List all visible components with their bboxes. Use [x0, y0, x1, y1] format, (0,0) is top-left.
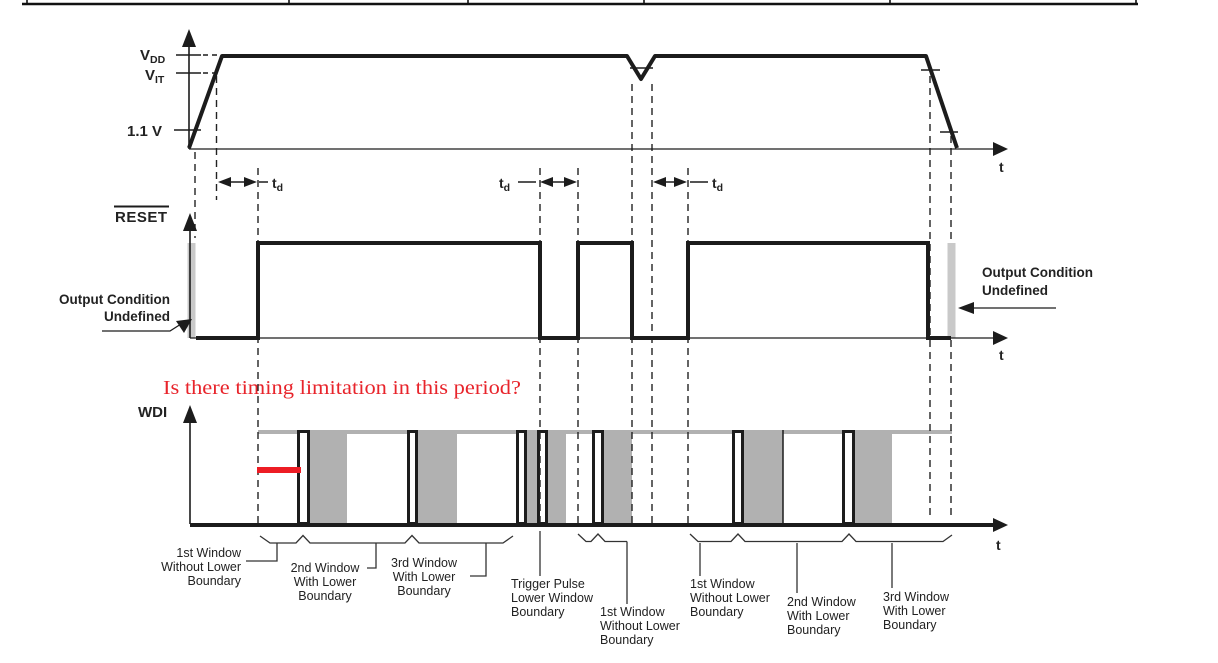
- td-label-3: td: [712, 175, 723, 194]
- reset-t-label: t: [999, 347, 1004, 363]
- undefined-leader-left: [102, 323, 182, 332]
- svg-text:1st Window: 1st Window: [690, 577, 756, 591]
- bracket-group-2: [577, 533, 627, 543]
- svg-text:With Lower: With Lower: [787, 609, 850, 623]
- svg-text:3rd Window: 3rd Window: [883, 590, 950, 604]
- vdd-plot: VDD VIT 1.1 V t: [127, 29, 1008, 175]
- reset-plot: RESET t Output Condition Undefined Outpu…: [59, 205, 1093, 363]
- bracket-group-1: [259, 534, 514, 544]
- svg-text:Boundary: Boundary: [787, 623, 841, 637]
- wdi-window-shading: [310, 430, 892, 523]
- window-label-5: 1st Window Without Lower Boundary: [600, 605, 680, 647]
- reset-axis-arrow-icon: [183, 213, 197, 231]
- svg-text:Boundary: Boundary: [187, 574, 241, 588]
- undefined-bar-left: [187, 243, 196, 338]
- bracket-connectors: [246, 531, 893, 604]
- output-undefined-left-line1: Output Condition: [59, 292, 170, 307]
- wdi-t-label: t: [996, 537, 1001, 553]
- svg-text:Boundary: Boundary: [883, 618, 937, 632]
- wdi-signal-label: WDI: [138, 404, 167, 421]
- vdd-t-label: t: [999, 159, 1004, 175]
- svg-text:Boundary: Boundary: [600, 633, 654, 647]
- reset-waveform: [196, 241, 951, 340]
- wdi-time-arrow-icon: [993, 518, 1008, 532]
- window-labels: 1st Window Without Lower Boundary 2nd Wi…: [161, 546, 950, 647]
- vdd-axis-arrow-icon: [182, 29, 196, 47]
- svg-text:Boundary: Boundary: [397, 584, 451, 598]
- undefined-arrow-left-icon: [176, 319, 192, 333]
- reset-time-arrow-icon: [993, 331, 1008, 345]
- wdi-axis-arrow-icon: [183, 405, 197, 423]
- svg-text:Without Lower: Without Lower: [161, 560, 241, 574]
- wdi-trigger-pulses: [297, 430, 855, 525]
- window-label-3: 3rd Window With Lower Boundary: [391, 556, 458, 598]
- window-label-2: 2nd Window With Lower Boundary: [291, 561, 361, 603]
- td-label-1: td: [272, 175, 283, 194]
- undefined-bar-right: [947, 243, 956, 338]
- window-brackets: [246, 531, 953, 604]
- td-arrow-2: td: [499, 175, 577, 194]
- svg-text:Without Lower: Without Lower: [600, 619, 680, 633]
- reset-signal-label: RESET: [115, 209, 168, 226]
- timing-question-annotation: Is there timing limitation in this perio…: [163, 377, 521, 399]
- window-label-trigger: Trigger Pulse Lower Window Boundary: [511, 577, 594, 619]
- wdi-plot: WDI t: [138, 404, 1008, 553]
- bracket-group-3: [689, 533, 953, 543]
- window-label-8: 3rd Window With Lower Boundary: [883, 590, 950, 632]
- output-undefined-right-line2: Undefined: [982, 283, 1048, 298]
- svg-text:Lower Window: Lower Window: [511, 591, 594, 605]
- svg-text:With Lower: With Lower: [294, 575, 357, 589]
- td-arrow-1: td: [218, 175, 283, 194]
- window-label-6: 1st Window Without Lower Boundary: [690, 577, 770, 619]
- vdd-level-label: VDD: [140, 47, 166, 66]
- svg-text:1st Window: 1st Window: [600, 605, 666, 619]
- table-bottom-border: [22, 0, 1138, 6]
- vit-level-label: VIT: [145, 67, 165, 86]
- svg-text:3rd Window: 3rd Window: [391, 556, 458, 570]
- output-undefined-right: Output Condition Undefined: [958, 265, 1093, 314]
- svg-text:2nd Window: 2nd Window: [787, 595, 857, 609]
- svg-text:With Lower: With Lower: [883, 604, 946, 618]
- td-label-2: td: [499, 175, 510, 194]
- svg-text:Boundary: Boundary: [511, 605, 565, 619]
- td-arrow-3: td: [653, 175, 723, 194]
- svg-text:1st Window: 1st Window: [176, 546, 242, 560]
- td-annotations: td td td: [218, 175, 723, 194]
- svg-text:2nd Window: 2nd Window: [291, 561, 361, 575]
- window-label-1: 1st Window Without Lower Boundary: [161, 546, 242, 588]
- output-undefined-right-line1: Output Condition: [982, 265, 1093, 280]
- undefined-arrow-right-icon: [958, 302, 974, 314]
- v11-level-label: 1.1 V: [127, 123, 162, 140]
- svg-text:Boundary: Boundary: [298, 589, 352, 603]
- svg-text:Boundary: Boundary: [690, 605, 744, 619]
- vdd-level-ticks: [174, 54, 958, 133]
- svg-text:With Lower: With Lower: [393, 570, 456, 584]
- svg-text:Trigger Pulse: Trigger Pulse: [511, 577, 585, 591]
- window-label-7: 2nd Window With Lower Boundary: [787, 595, 857, 637]
- vdd-waveform: [187, 54, 959, 149]
- output-undefined-left: Output Condition Undefined: [59, 292, 192, 333]
- svg-text:Without Lower: Without Lower: [690, 591, 770, 605]
- vdd-time-arrow-icon: [993, 142, 1008, 156]
- output-undefined-left-line2: Undefined: [104, 309, 170, 324]
